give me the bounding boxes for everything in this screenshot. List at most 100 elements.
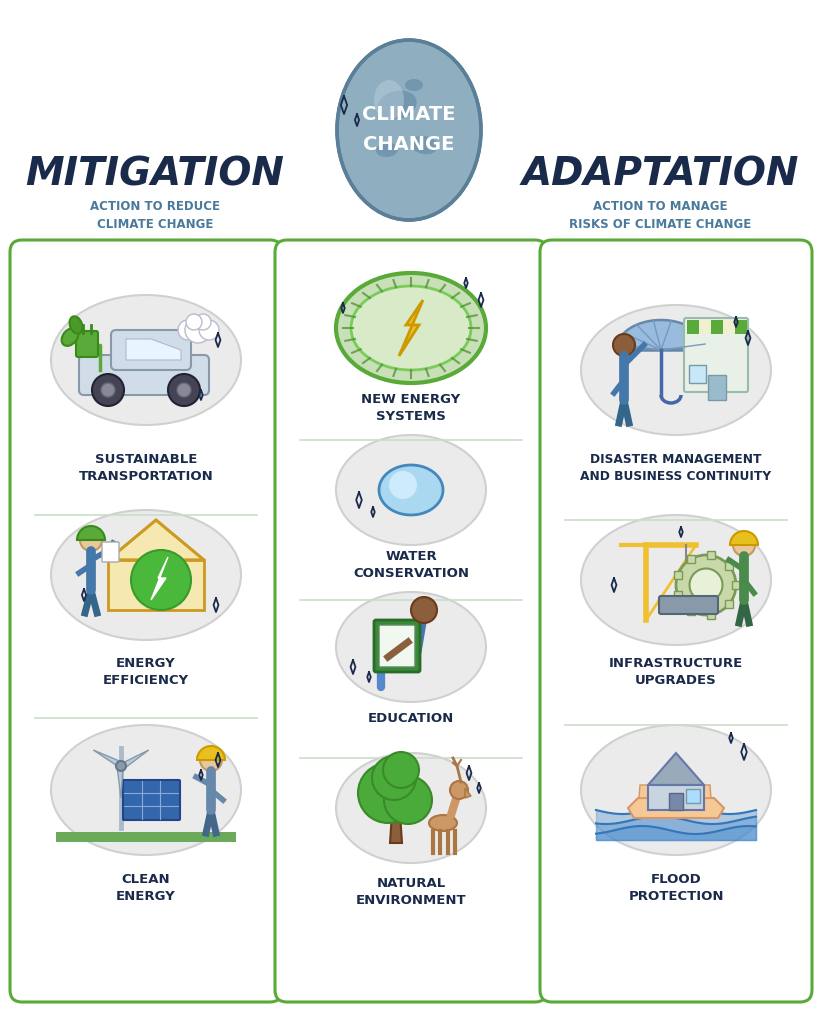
Ellipse shape (51, 510, 241, 640)
Polygon shape (399, 300, 423, 356)
Polygon shape (465, 788, 471, 798)
Circle shape (411, 597, 437, 623)
Circle shape (690, 568, 722, 601)
Text: NATURAL
ENVIRONMENT: NATURAL ENVIRONMENT (355, 877, 466, 907)
Ellipse shape (351, 286, 471, 370)
Ellipse shape (51, 725, 241, 855)
Text: ENERGY
EFFICIENCY: ENERGY EFFICIENCY (103, 657, 189, 687)
Polygon shape (389, 471, 417, 499)
Polygon shape (648, 785, 704, 810)
Polygon shape (93, 750, 123, 768)
Bar (732, 581, 740, 589)
Polygon shape (616, 321, 706, 350)
Bar (725, 600, 733, 608)
Polygon shape (687, 785, 697, 798)
FancyBboxPatch shape (379, 625, 415, 667)
Bar (689, 365, 706, 383)
Circle shape (168, 374, 200, 406)
Text: NEW ENERGY
SYSTEMS: NEW ENERGY SYSTEMS (361, 393, 460, 423)
Ellipse shape (376, 143, 398, 157)
Circle shape (676, 555, 736, 615)
Ellipse shape (61, 328, 79, 346)
Text: ACTION TO REDUCE
CLIMATE CHANGE: ACTION TO REDUCE CLIMATE CHANGE (90, 200, 220, 230)
Circle shape (383, 752, 419, 788)
Circle shape (178, 319, 198, 340)
Polygon shape (628, 798, 724, 818)
Bar (725, 562, 733, 569)
Polygon shape (701, 785, 711, 798)
Circle shape (199, 319, 219, 340)
Polygon shape (56, 831, 236, 842)
Circle shape (80, 529, 102, 551)
Ellipse shape (336, 592, 486, 702)
Text: CLEAN
ENERGY: CLEAN ENERGY (116, 873, 176, 903)
Polygon shape (639, 785, 649, 798)
Circle shape (101, 383, 115, 397)
FancyBboxPatch shape (79, 355, 209, 395)
Ellipse shape (581, 515, 771, 645)
Bar (687, 607, 695, 615)
FancyBboxPatch shape (684, 318, 748, 392)
Ellipse shape (336, 273, 486, 383)
Polygon shape (117, 766, 123, 798)
Ellipse shape (70, 316, 83, 334)
Circle shape (116, 761, 126, 771)
Circle shape (613, 334, 635, 356)
Bar (674, 570, 681, 579)
Ellipse shape (405, 79, 423, 91)
Polygon shape (379, 465, 443, 515)
Bar (699, 319, 711, 334)
Ellipse shape (337, 40, 481, 220)
Ellipse shape (410, 136, 438, 155)
Wedge shape (730, 531, 758, 545)
Polygon shape (655, 785, 665, 798)
Circle shape (733, 534, 755, 556)
FancyBboxPatch shape (540, 240, 812, 1002)
Bar (687, 555, 695, 563)
Polygon shape (108, 520, 204, 560)
Text: MITIGATION: MITIGATION (25, 156, 284, 194)
Bar (708, 552, 715, 559)
Polygon shape (671, 785, 681, 798)
Bar (711, 319, 723, 334)
Text: ADAPTATION: ADAPTATION (522, 156, 799, 194)
FancyBboxPatch shape (659, 596, 718, 614)
Ellipse shape (336, 435, 486, 545)
FancyBboxPatch shape (111, 330, 191, 370)
FancyBboxPatch shape (275, 240, 547, 1002)
Polygon shape (390, 813, 402, 843)
Circle shape (358, 763, 418, 823)
Circle shape (200, 749, 222, 771)
Circle shape (131, 550, 191, 610)
Polygon shape (151, 557, 168, 600)
Text: WATER
CONSERVATION: WATER CONSERVATION (353, 550, 469, 580)
Ellipse shape (51, 295, 241, 425)
Bar (723, 319, 735, 334)
Text: CLIMATE: CLIMATE (362, 105, 455, 125)
Circle shape (185, 317, 211, 343)
Wedge shape (77, 526, 105, 540)
Wedge shape (197, 746, 225, 760)
Circle shape (177, 383, 191, 397)
Circle shape (195, 314, 211, 330)
Ellipse shape (429, 815, 457, 831)
Polygon shape (669, 793, 683, 810)
Circle shape (372, 756, 416, 800)
Circle shape (92, 374, 124, 406)
Ellipse shape (581, 305, 771, 435)
FancyBboxPatch shape (76, 331, 98, 357)
Ellipse shape (336, 753, 486, 863)
FancyBboxPatch shape (10, 240, 282, 1002)
Bar (687, 319, 699, 334)
Text: ACTION TO MANAGE
RISKS OF CLIMATE CHANGE: ACTION TO MANAGE RISKS OF CLIMATE CHANGE (569, 200, 751, 230)
FancyBboxPatch shape (374, 620, 420, 672)
Text: DISASTER MANAGEMENT
AND BUSINESS CONTINUITY: DISASTER MANAGEMENT AND BUSINESS CONTINU… (581, 453, 771, 483)
Text: FLOOD
PROTECTION: FLOOD PROTECTION (628, 873, 724, 903)
Ellipse shape (581, 725, 771, 855)
Bar (735, 319, 747, 334)
Text: EDUCATION: EDUCATION (368, 712, 454, 725)
Bar (708, 375, 726, 400)
Polygon shape (686, 790, 700, 803)
Text: CHANGE: CHANGE (364, 135, 455, 155)
Polygon shape (126, 339, 181, 360)
